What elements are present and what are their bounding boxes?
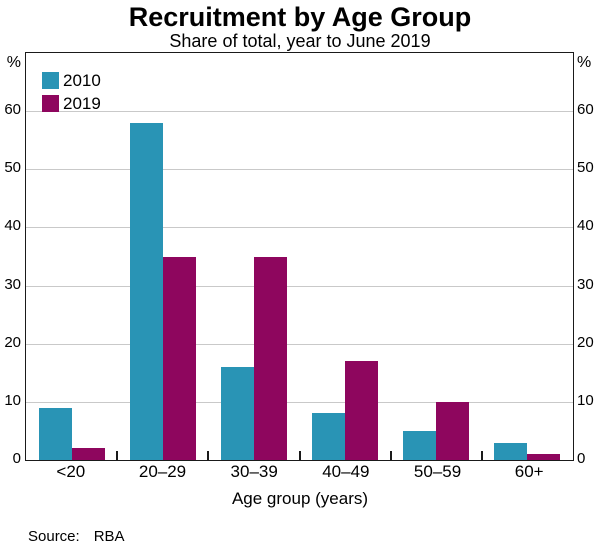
y-axis-unit-right: % xyxy=(577,54,592,71)
bar-2019-20–29 xyxy=(162,256,196,460)
gridline-30 xyxy=(26,285,573,287)
bar-group-<20 xyxy=(26,53,117,460)
bar-2019-50–59 xyxy=(436,401,470,460)
y-tick-label-left-50: 50 xyxy=(4,159,21,177)
x-tick-label-40–49: 40–49 xyxy=(322,462,370,481)
x-tick-label-20–29: 20–29 xyxy=(138,462,187,481)
bar-group-20–29 xyxy=(117,53,208,460)
bar-2010-60+ xyxy=(494,442,528,460)
x-axis-tick xyxy=(298,451,301,460)
x-axis-tick xyxy=(389,451,392,460)
gridline-10 xyxy=(26,401,573,403)
bar-2010-50–59 xyxy=(403,430,437,460)
y-tick-label-left-0: 0 xyxy=(12,450,21,467)
bar-2019-<20 xyxy=(71,448,105,460)
bar-2010-20–29 xyxy=(129,122,163,460)
y-tick-label-left-60: 60 xyxy=(4,101,21,119)
x-tick-label-50–59: 50–59 xyxy=(413,462,462,481)
y-tick-label-right-20: 20 xyxy=(577,333,594,351)
x-axis-category-labels: <20 20–29 30–39 40–49 50–59 60+ xyxy=(25,462,575,482)
bar-2019-60+ xyxy=(527,454,561,460)
source-value: RBA xyxy=(93,528,125,545)
y-tick-label-right-50: 50 xyxy=(577,159,594,177)
gridline-60 xyxy=(26,111,573,113)
bar-2010-30–39 xyxy=(220,366,254,460)
chart-subtitle: Share of total, year to June 2019 xyxy=(169,31,431,51)
legend-swatch-2010-icon xyxy=(42,72,59,89)
legend-swatch-2019-icon xyxy=(42,95,59,112)
chart-title: Recruitment by Age Group xyxy=(128,2,472,32)
y-tick-label-left-40: 40 xyxy=(4,217,21,235)
x-axis-title: Age group (years) xyxy=(231,489,369,508)
legend: 2010 2019 xyxy=(42,69,101,115)
bar-group-30–39 xyxy=(208,53,299,460)
y-tick-label-right-30: 30 xyxy=(577,275,594,293)
source-label: Source: xyxy=(28,528,80,545)
x-axis-tick xyxy=(207,451,210,460)
bar-group-40–49 xyxy=(300,53,391,460)
legend-label-2019: 2019 xyxy=(63,93,101,113)
gridline-50 xyxy=(26,169,573,171)
y-tick-label-right-0: 0 xyxy=(577,450,586,467)
bar-2019-30–39 xyxy=(253,256,287,460)
bar-2010-40–49 xyxy=(312,413,346,460)
bar-2010-<20 xyxy=(38,407,72,460)
y-tick-label-right-60: 60 xyxy=(577,101,594,119)
bar-series-container xyxy=(26,53,573,460)
legend-label-2010: 2010 xyxy=(63,70,101,90)
gridline-20 xyxy=(26,343,573,345)
x-tick-label-30–39: 30–39 xyxy=(230,462,278,481)
y-axis-unit-left: % xyxy=(6,54,21,71)
y-tick-label-left-10: 10 xyxy=(4,391,21,409)
legend-item-2019: 2019 xyxy=(42,92,101,115)
y-tick-label-right-10: 10 xyxy=(577,391,594,409)
y-tick-label-left-30: 30 xyxy=(4,275,21,293)
plot-area: 2010 2019 xyxy=(25,52,574,461)
source-note: Source: RBA xyxy=(28,528,125,545)
bar-group-60+ xyxy=(482,53,573,460)
legend-item-2010: 2010 xyxy=(42,69,101,92)
gridline-40 xyxy=(26,227,573,229)
x-axis-tick xyxy=(480,451,483,460)
y-tick-label-right-40: 40 xyxy=(577,217,594,235)
bar-2019-40–49 xyxy=(345,361,379,460)
x-axis-tick xyxy=(116,451,119,460)
x-tick-label-60+: 60+ xyxy=(514,462,544,481)
y-tick-label-left-20: 20 xyxy=(4,333,21,351)
bar-group-50–59 xyxy=(391,53,482,460)
x-tick-label-<20: <20 xyxy=(56,462,86,481)
